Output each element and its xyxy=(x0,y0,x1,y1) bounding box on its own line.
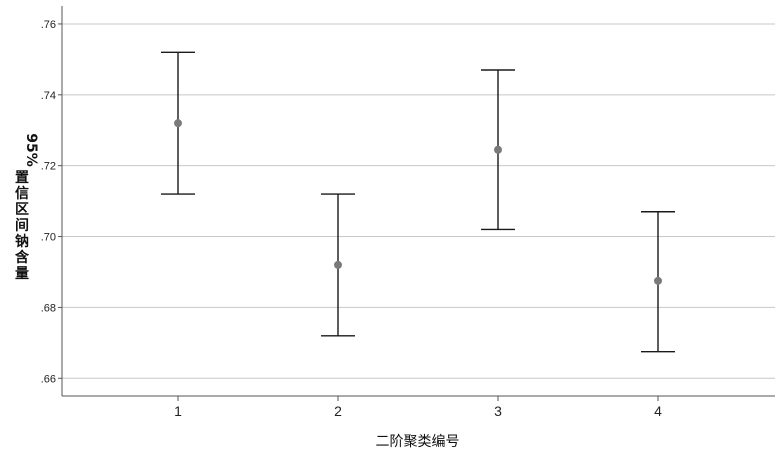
x-tick-label: 2 xyxy=(334,403,342,419)
mean-point xyxy=(174,119,182,128)
y-tick-label: .74 xyxy=(41,90,56,102)
y-axis-title-char: 含 xyxy=(15,249,30,266)
y-tick-label: .72 xyxy=(41,161,56,173)
y-tick-label: .66 xyxy=(41,373,56,385)
y-tick-label: .76 xyxy=(41,19,56,31)
error-bar-1 xyxy=(161,51,195,195)
y-axis-title-char: 信 xyxy=(15,185,29,202)
x-tick-label: 1 xyxy=(174,403,182,419)
axes xyxy=(61,6,775,397)
error-bar-4 xyxy=(641,211,675,353)
mean-point xyxy=(654,276,662,285)
y-axis-title-part: 95% xyxy=(23,133,39,167)
x-tick-label: 3 xyxy=(494,403,502,419)
x-tick-label: 4 xyxy=(654,403,662,419)
y-axis-title-char: 钠 xyxy=(15,233,29,250)
x-axis-ticks: 1 2 3 4 xyxy=(174,396,662,419)
y-axis-title-char: 量 xyxy=(15,266,29,282)
y-axis-title-char: 间 xyxy=(15,217,29,234)
error-bar-3 xyxy=(481,69,515,231)
y-tick-label: .70 xyxy=(41,232,56,244)
y-axis-title-char: 置 xyxy=(15,169,29,186)
y-axis-title-char: 区 xyxy=(15,202,29,218)
y-tick-label: .68 xyxy=(41,302,56,314)
y-axis-ticks: .66 .68 .70 .72 .74 .76 xyxy=(41,19,62,385)
error-bar-2 xyxy=(321,193,355,337)
mean-point xyxy=(334,260,342,269)
error-bar-series xyxy=(161,51,675,353)
x-axis-title: 二阶聚类编号 xyxy=(376,434,460,450)
mean-point xyxy=(494,145,502,154)
gridlines xyxy=(62,23,775,379)
